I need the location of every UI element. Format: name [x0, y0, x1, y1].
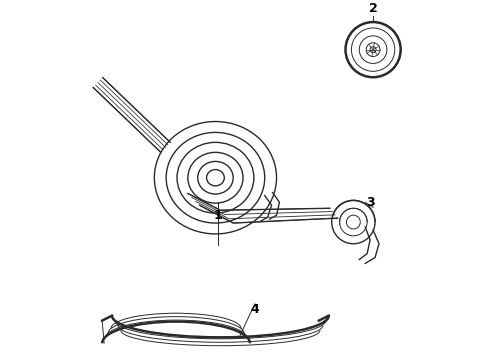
Text: 1: 1	[214, 209, 223, 222]
Text: 2: 2	[368, 2, 377, 15]
Text: 4: 4	[250, 303, 259, 316]
Text: 3: 3	[366, 196, 375, 209]
